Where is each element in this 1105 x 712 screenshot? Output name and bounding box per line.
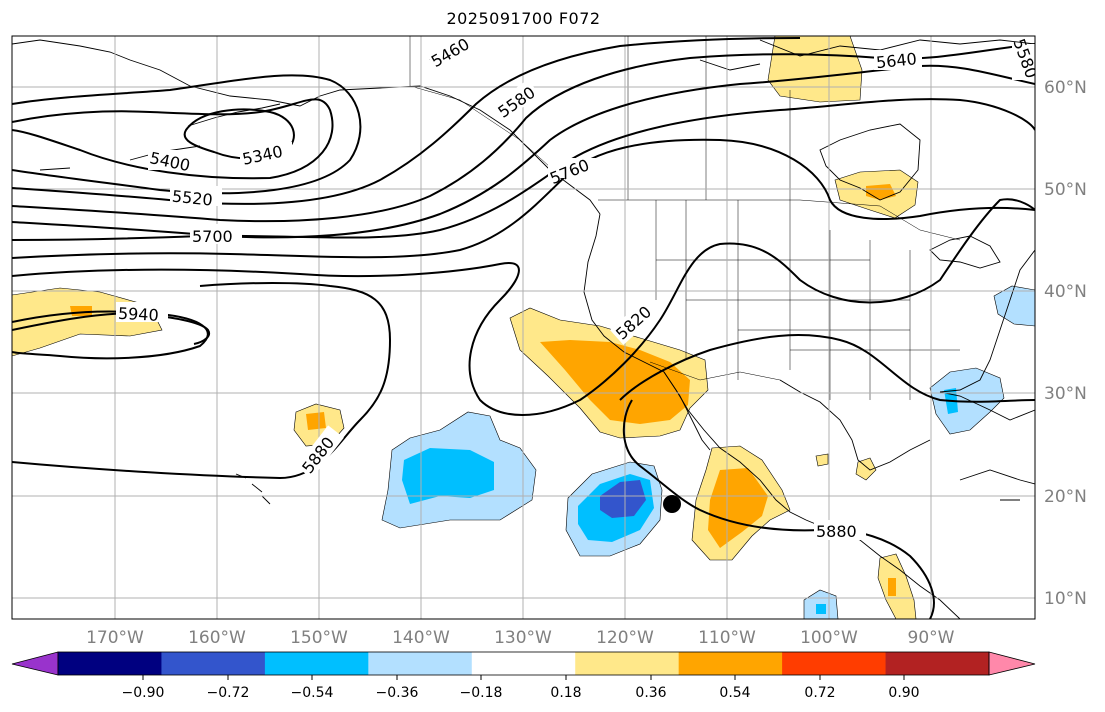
coast-baja — [663, 371, 711, 451]
lat-tick-label: 40°N — [1044, 282, 1087, 302]
lon-tick-label: 100°W — [800, 628, 858, 648]
colorbar-segment — [58, 652, 162, 675]
colorbar-segment — [782, 652, 887, 675]
colorbar-tick-label: 0.90 — [888, 685, 919, 701]
contour-5520 — [12, 37, 801, 205]
lon-tick-label: 90°W — [908, 628, 955, 648]
colorbar-segments — [58, 652, 990, 675]
lat-tick-label: 50°N — [1044, 180, 1087, 200]
lon-tick-label: 120°W — [596, 628, 654, 648]
colorbar: −0.90 −0.72 −0.54 −0.36 −0.18 0.18 0.36 … — [11, 651, 1036, 701]
coast-east-us — [939, 249, 1035, 393]
border-alaska-canada — [409, 36, 561, 177]
contour-5880 — [12, 282, 1035, 619]
lon-tick-label: 170°W — [86, 628, 144, 648]
coast-great-lakes — [929, 235, 1001, 269]
lat-tick-label: 30°N — [1044, 384, 1087, 404]
anomaly-negative-eastpac-core — [600, 480, 646, 518]
coast-caribbean — [959, 469, 1035, 501]
colorbar-segment — [161, 652, 266, 675]
anomaly-positive-small-2 — [815, 453, 829, 467]
colorbar-frame — [57, 651, 990, 676]
colorbar-tick-label: 0.18 — [550, 685, 581, 701]
colorbar-ticks — [142, 675, 905, 680]
colorbar-tick-label: 0.72 — [804, 685, 835, 701]
anomaly-positive-alaska — [767, 36, 863, 103]
lat-tick-label: 60°N — [1044, 78, 1087, 98]
colorbar-labels: −0.90 −0.72 −0.54 −0.36 −0.18 0.18 0.36 … — [122, 685, 920, 701]
colorbar-tick-label: −0.18 — [460, 685, 503, 701]
contour-label: 5520 — [171, 187, 213, 210]
coast-gulf — [779, 379, 1035, 471]
contour-label: 5640 — [875, 49, 917, 72]
colorbar-segment — [678, 652, 783, 675]
anomaly-core-central-america — [888, 578, 896, 596]
graticule — [12, 36, 1035, 619]
border-us-mexico — [649, 361, 801, 393]
lon-tick-label: 140°W — [392, 628, 450, 648]
map-title: 2025091700 F072 — [446, 9, 601, 28]
colorbar-segment — [885, 652, 990, 675]
anomaly-positive-small-1 — [855, 457, 877, 481]
contour-label: 5700 — [192, 227, 233, 246]
colorbar-tick-label: −0.90 — [122, 685, 165, 701]
anomaly-negative-atlantic — [993, 285, 1035, 327]
lon-tick-label: 110°W — [698, 628, 756, 648]
colorbar-tick-label: −0.54 — [291, 685, 334, 701]
colorbar-tick-label: −0.36 — [376, 685, 419, 701]
lat-tick-label: 20°N — [1044, 487, 1087, 507]
colorbar-segment — [368, 652, 473, 675]
contour-label: 5880 — [816, 522, 857, 541]
colorbar-tick-label: 0.54 — [719, 685, 750, 701]
contour-label: 5940 — [118, 304, 160, 325]
colorbar-extend-low — [11, 651, 59, 676]
anomaly-positive-central-america — [877, 553, 917, 619]
contour-5400 — [12, 98, 334, 180]
lon-tick-label: 160°W — [188, 628, 246, 648]
colorbar-tick-label: 0.36 — [635, 685, 666, 701]
coast-hudson — [819, 123, 921, 201]
anomaly-core-south — [816, 604, 826, 614]
lon-tick-label: 130°W — [494, 628, 552, 648]
colorbar-segment — [471, 652, 576, 675]
colorbar-segment — [264, 652, 369, 675]
colorbar-extend-high — [988, 651, 1036, 676]
lon-tick-label: 150°W — [290, 628, 348, 648]
storm-center-marker — [663, 495, 681, 513]
border-us-canada — [598, 199, 961, 241]
anomaly-core-hawaii-north — [306, 412, 326, 430]
anomaly-core-california — [540, 340, 690, 424]
contour-label-layer: 5460 5580 5640 5580 5340 5400 5520 5700 … — [116, 36, 1035, 541]
colorbar-segment — [575, 652, 680, 675]
border-us-states — [655, 200, 960, 400]
coast-alaska-siberia — [12, 39, 601, 215]
colorbar-tick-label: −0.72 — [207, 685, 250, 701]
map-frame — [11, 35, 1036, 620]
lat-tick-label: 10°N — [1044, 589, 1087, 609]
longitude-labels: 170°W 160°W 150°W 140°W 130°W 120°W 110°… — [86, 628, 955, 648]
latitude-labels: 60°N 50°N 40°N 30°N 20°N 10°N — [1044, 78, 1087, 609]
contour-5820 — [12, 198, 1035, 416]
anomaly-core-mexico — [708, 468, 768, 548]
anomaly-negative-central-pacific-core — [402, 448, 494, 504]
